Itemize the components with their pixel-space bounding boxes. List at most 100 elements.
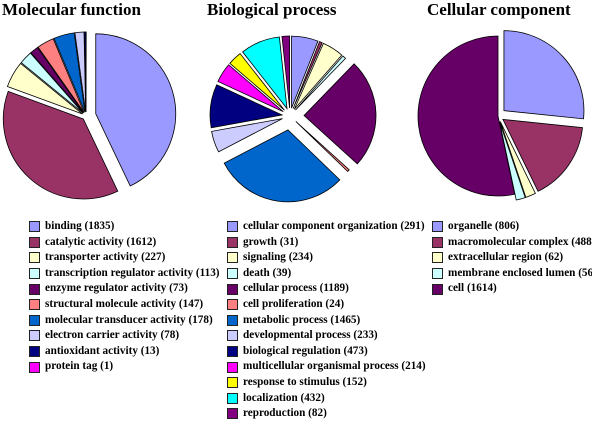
legend-cellular-component: organelle (806) macromolecular complex (4…	[432, 219, 592, 297]
legend-label: extracellular region (62)	[448, 251, 564, 264]
legend-swatch	[29, 361, 40, 373]
pie-slice	[95, 33, 177, 187]
legend-label: cellular process (1189)	[243, 282, 349, 295]
legend-item: reproduction (82)	[227, 406, 426, 422]
legend-swatch	[29, 252, 40, 264]
legend-swatch	[227, 361, 238, 373]
pie-slice	[291, 35, 319, 109]
legend-item: cell proliferation (24)	[227, 297, 426, 313]
legend-label: macromolecular complex (488)	[448, 235, 592, 248]
legend-item: death (39)	[227, 266, 426, 282]
pie-slice	[37, 38, 85, 113]
legend-item: membrane enclosed lumen (56)	[432, 266, 592, 282]
legend-label: response to stimulus (152)	[243, 375, 367, 388]
legend-item: multicellular organismal process (214)	[227, 359, 426, 375]
legend-label: cell proliferation (24)	[243, 297, 345, 310]
legend-item: transporter activity (227)	[29, 250, 220, 266]
legend-swatch	[227, 314, 238, 326]
legend-swatch	[29, 314, 40, 326]
pie-chart-molecular-function	[2, 31, 177, 200]
legend-label: transcription regulator activity (113)	[45, 266, 220, 279]
legend-swatch	[29, 221, 40, 233]
legend-label: cellular component organization (291)	[243, 220, 425, 232]
legend-item: transcription regulator activity (113)	[29, 266, 220, 282]
legend-label: localization (432)	[243, 391, 325, 404]
legend-item: macromolecular complex (488)	[432, 235, 592, 251]
legend-label: protein tag (1)	[45, 360, 114, 373]
legend-swatch	[227, 377, 238, 389]
legend-label: signaling (234)	[243, 251, 313, 264]
legend-item: developmental process (233)	[227, 328, 426, 344]
pie-slice	[502, 118, 583, 192]
legend-label: growth (31)	[243, 235, 299, 248]
pie-slice	[281, 35, 290, 109]
legend-swatch	[227, 268, 238, 280]
legend-label: catalytic activity (1612)	[45, 235, 157, 248]
legend-item: electron carrier activity (78)	[29, 328, 220, 344]
pie-slice	[6, 62, 83, 115]
legend-item: binding (1835)	[29, 219, 220, 235]
legend-item: metabolic process (1465)	[227, 313, 426, 329]
pie-slice	[303, 63, 377, 165]
legend-swatch	[432, 252, 443, 264]
legend-item: cellular process (1189)	[227, 281, 426, 297]
pie-slice	[53, 32, 86, 113]
legend-item: protein tag (1)	[29, 359, 220, 375]
legend-swatch	[29, 283, 40, 295]
legend-swatch	[432, 268, 443, 280]
pie-slice	[295, 121, 350, 173]
legend-label: organelle (806)	[448, 220, 520, 232]
legend-swatch	[227, 283, 238, 295]
legend-item: response to stimulus (152)	[227, 375, 426, 391]
pie-slice	[295, 55, 347, 111]
legend-biological-process: cellular component organization (291) gro…	[227, 219, 426, 422]
pie-slice	[242, 36, 288, 110]
legend-label: electron carrier activity (78)	[45, 329, 180, 342]
legend-item: extracellular region (62)	[432, 250, 592, 266]
legend-label: membrane enclosed lumen (56)	[448, 266, 592, 279]
pie-slice	[209, 84, 284, 129]
pie-slice	[30, 46, 84, 114]
legend-item: antioxidant activity (13)	[29, 344, 220, 360]
legend-swatch	[227, 252, 238, 264]
legend-swatch	[227, 236, 238, 248]
legend-label: enzyme regulator activity (73)	[45, 282, 188, 295]
legend-item: signaling (234)	[227, 250, 426, 266]
pie-chart-biological-process	[209, 35, 377, 203]
pie-slice	[499, 121, 526, 201]
legend-swatch	[227, 330, 238, 342]
pie-slice	[503, 30, 585, 120]
chart-title-molecular-function: Molecular function	[2, 0, 141, 19]
legend-item: cell (1614)	[432, 281, 592, 297]
legend-item: structural molecule activity (147)	[29, 297, 220, 313]
legend-swatch	[227, 221, 238, 233]
legend-swatch	[29, 299, 40, 311]
legend-swatch	[227, 346, 238, 358]
pie-slice	[229, 52, 285, 111]
legend-swatch	[29, 346, 40, 358]
legend-item: molecular transducer activity (178)	[29, 313, 220, 329]
legend-swatch	[29, 236, 40, 248]
pie-slice	[20, 52, 84, 114]
legend-label: transporter activity (227)	[45, 251, 166, 264]
pie-slice	[2, 90, 119, 200]
legend-label: reproduction (82)	[243, 407, 327, 420]
legend-item: organelle (806)	[432, 219, 592, 235]
chart-title-cellular-component: Cellular component	[427, 0, 571, 19]
pie-slice	[293, 42, 343, 110]
pie-slice	[292, 41, 323, 109]
legend-label: binding (1835)	[45, 220, 115, 232]
pie-slice	[217, 64, 284, 113]
pie-slice	[417, 35, 516, 197]
pie-slice	[211, 118, 283, 153]
legend-label: cell (1614)	[448, 282, 497, 295]
legend-item: enzyme regulator activity (73)	[29, 281, 220, 297]
legend-item: catalytic activity (1612)	[29, 235, 220, 251]
legend-label: developmental process (233)	[243, 329, 378, 342]
legend-label: metabolic process (1465)	[243, 313, 361, 326]
chart-title-biological-process: Biological process	[207, 0, 337, 19]
legend-swatch	[432, 283, 443, 295]
legend-swatch	[432, 221, 443, 233]
pie-chart-cellular-component	[417, 30, 585, 201]
legend-swatch	[227, 408, 238, 420]
